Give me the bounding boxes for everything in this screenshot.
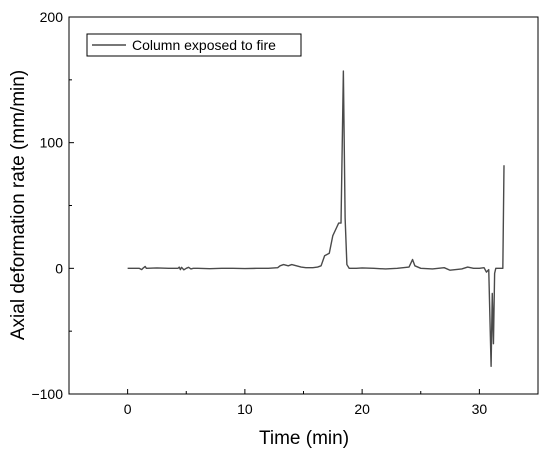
plot-frame: [68, 16, 539, 395]
legend: Column exposed to fire: [86, 33, 302, 57]
x-tick-label: 0: [124, 401, 132, 417]
y-tick-label: −100: [31, 386, 63, 402]
series-line-0: [127, 70, 505, 368]
series-layer: [127, 70, 505, 368]
y-tick-label: 200: [40, 9, 64, 25]
legend-label: Column exposed to fire: [132, 37, 276, 53]
legend-box: [86, 33, 302, 57]
y-tick-label: 100: [40, 135, 64, 151]
axis-ticks: 0 10 20 30 −100 0 100 200: [31, 9, 539, 417]
x-axis-title: Time (min): [259, 428, 349, 449]
x-tick-label: 10: [237, 401, 253, 417]
y-axis-title: Axial deformation rate (mm/min): [8, 70, 29, 340]
x-tick-label: 30: [472, 401, 488, 417]
y-tick-label: 0: [55, 260, 63, 276]
x-tick-label: 20: [354, 401, 370, 417]
